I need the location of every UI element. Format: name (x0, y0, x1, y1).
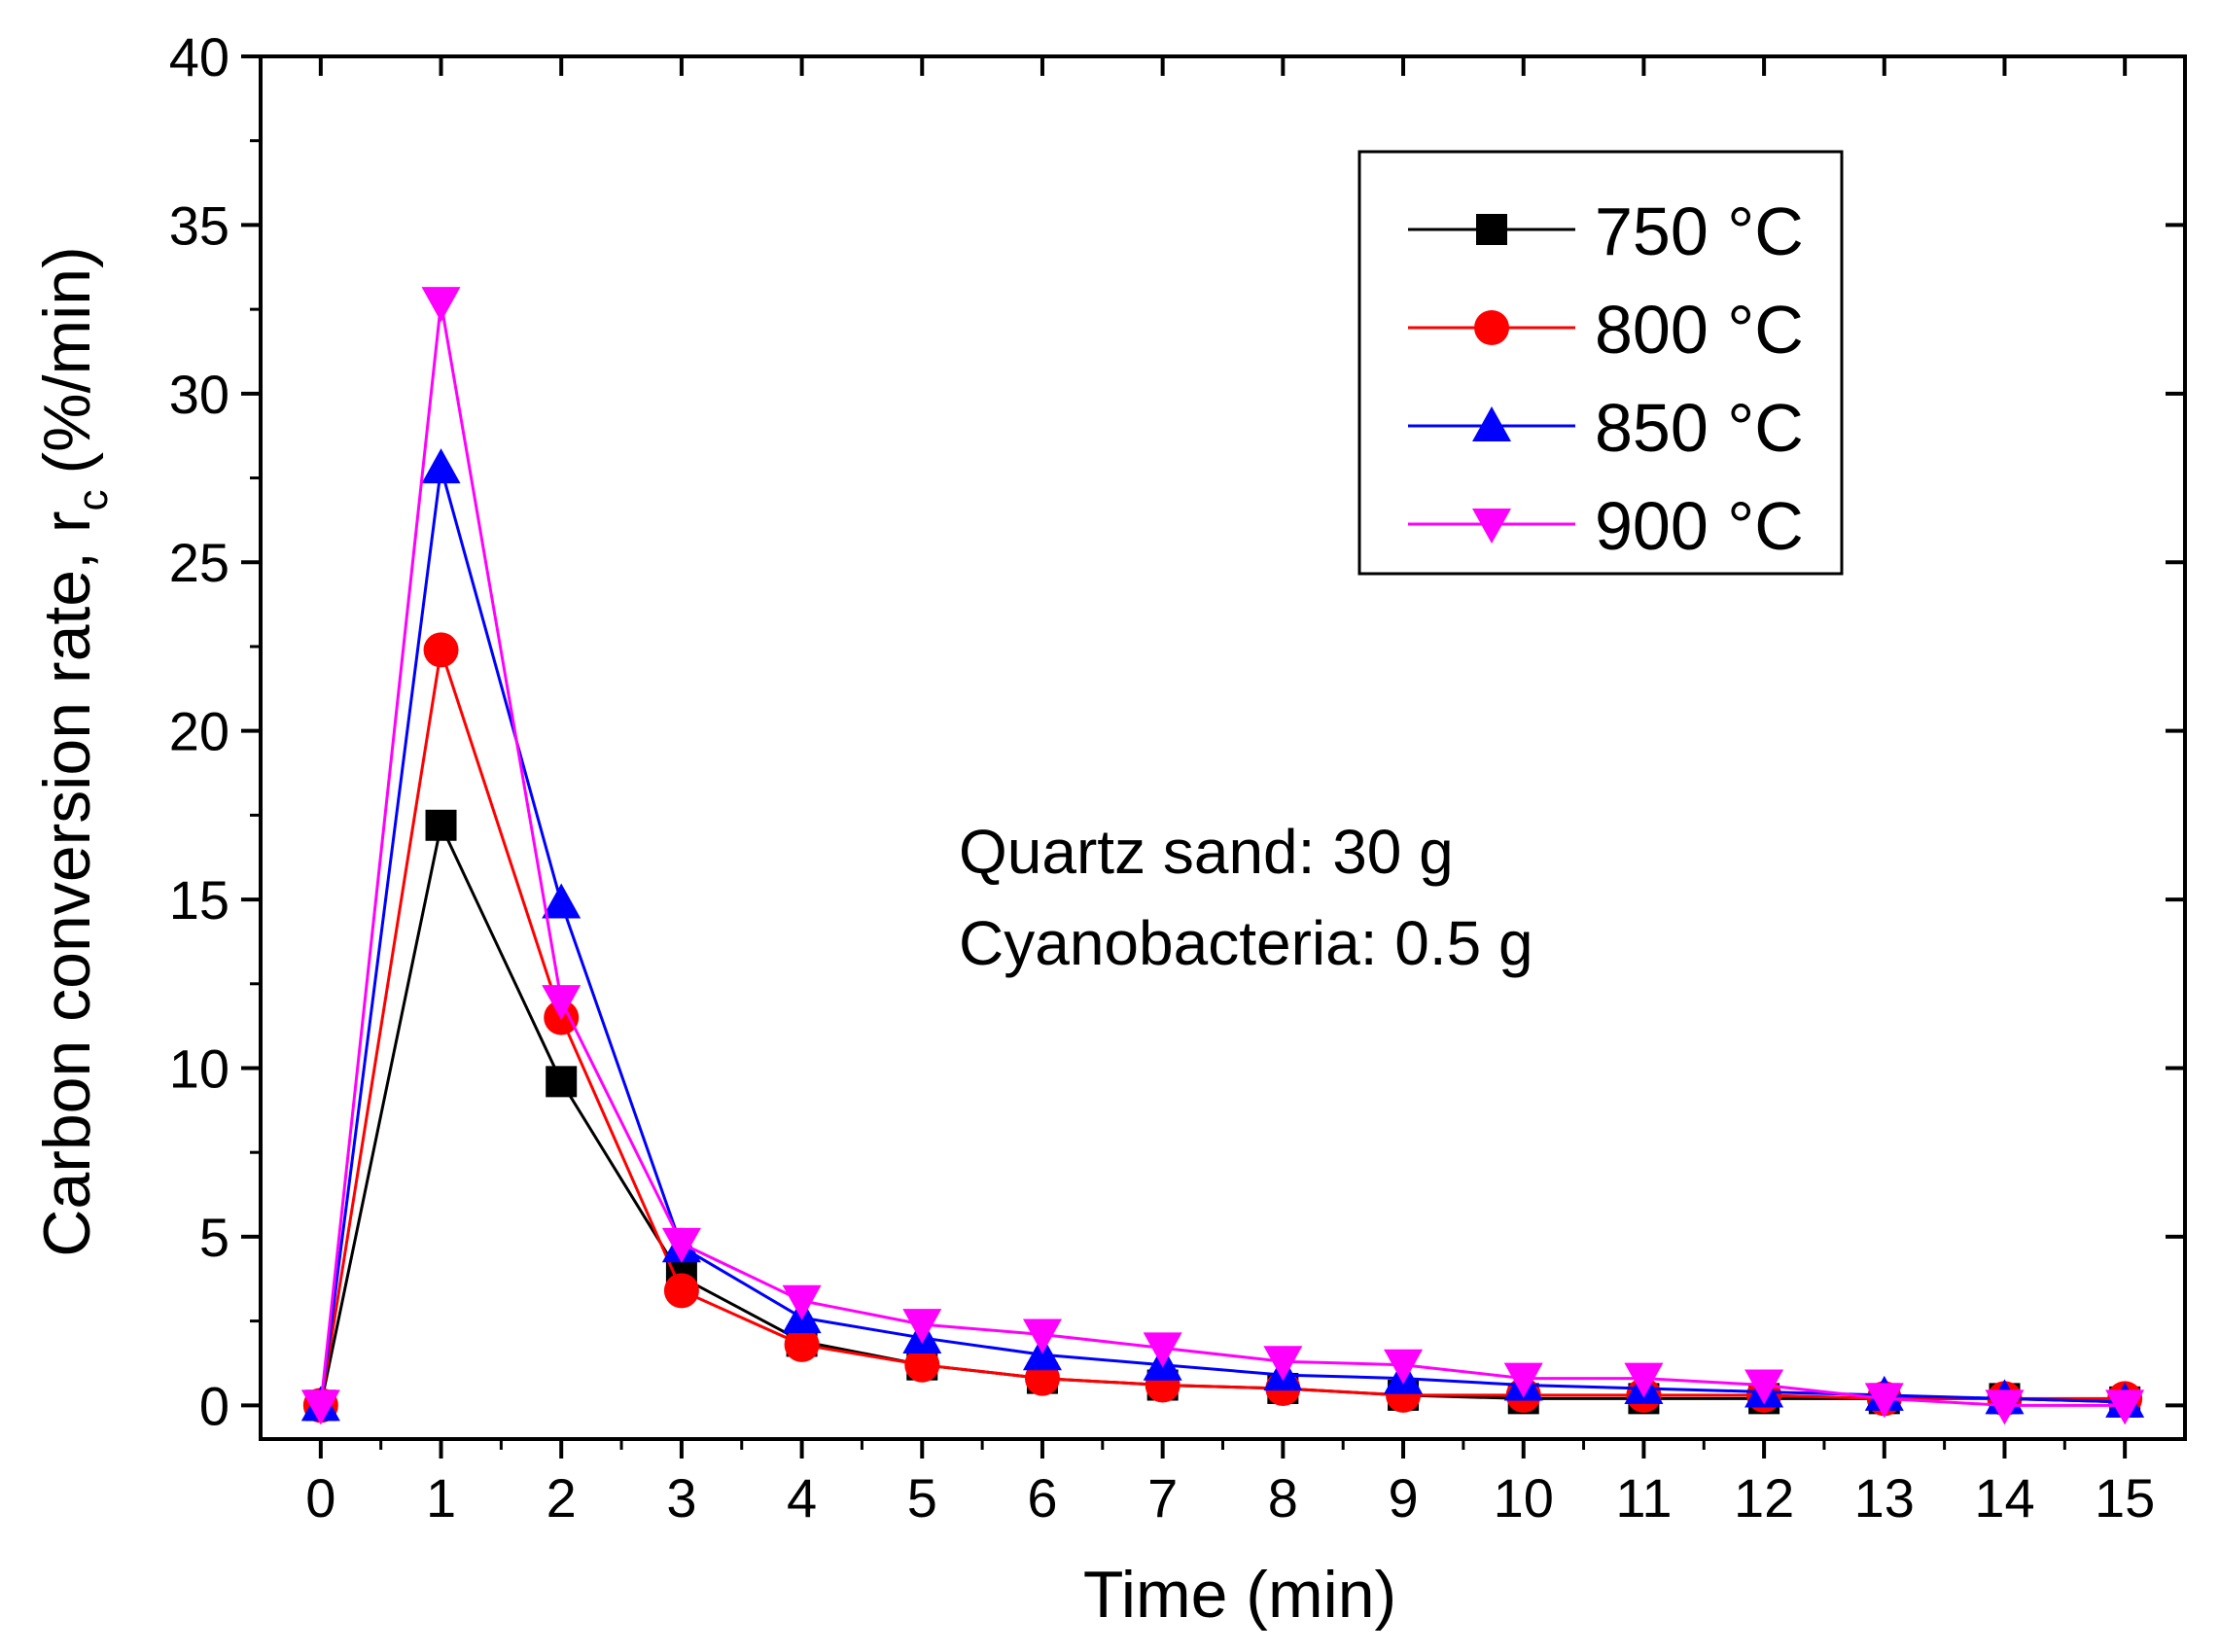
data-point (661, 1227, 701, 1263)
legend-label: 850 °C (1595, 390, 1804, 466)
data-point (1503, 1362, 1543, 1398)
y-axis-title-subscript: c (69, 489, 117, 510)
data-point (663, 1273, 699, 1309)
series-line (319, 301, 2126, 1407)
series-0 (304, 809, 2141, 1422)
x-tick-label: 8 (1268, 1467, 1298, 1529)
legend-item: 900 °C (1408, 488, 1804, 564)
x-tick-label: 0 (305, 1467, 335, 1529)
legend-label: 800 °C (1595, 292, 1804, 368)
data-point (542, 883, 581, 919)
data-point (421, 448, 461, 484)
y-tick-label: 0 (199, 1375, 229, 1436)
x-tick-label: 15 (2095, 1467, 2155, 1529)
legend: 750 °C 800 °C 850 °C 900 °C (1357, 150, 1844, 576)
legend-item: 750 °C (1408, 193, 1804, 269)
data-point (300, 1389, 340, 1425)
legend-item: 800 °C (1408, 292, 1804, 368)
y-axis-title: Carbon conversion rate, rc (%/min) (30, 246, 117, 1256)
data-point (546, 1066, 578, 1098)
x-tick-label: 10 (1494, 1467, 1554, 1529)
x-tick-label: 9 (1388, 1467, 1418, 1529)
legend-label: 900 °C (1595, 488, 1804, 564)
x-tick-label: 11 (1615, 1467, 1672, 1529)
x-tick-label: 2 (546, 1467, 577, 1529)
series-3 (300, 287, 2145, 1425)
data-point (1384, 1349, 1424, 1385)
x-tick-label: 7 (1147, 1467, 1178, 1529)
data-point (425, 809, 457, 841)
x-axis-title: Time (min) (1083, 1558, 1396, 1632)
legend-label: 750 °C (1595, 193, 1804, 269)
legend-marker (1476, 214, 1507, 245)
x-tick-label: 13 (1854, 1467, 1915, 1529)
legend-marker (1472, 509, 1511, 544)
x-tick-label: 6 (1027, 1467, 1057, 1529)
legend-item: 850 °C (1408, 390, 1804, 466)
y-tick-label: 15 (169, 869, 229, 931)
legend-marker (1472, 406, 1511, 441)
data-point (1143, 1332, 1182, 1368)
data-point (784, 1326, 820, 1362)
x-tick-label: 14 (1974, 1467, 2034, 1529)
y-tick-label: 40 (169, 26, 229, 88)
y-tick-label: 20 (169, 701, 229, 762)
x-tick-label: 12 (1734, 1467, 1794, 1529)
y-tick-label: 10 (169, 1037, 229, 1099)
data-point (1864, 1383, 1904, 1419)
series-line (319, 649, 2126, 1406)
data-point (542, 985, 581, 1021)
x-tick-label: 3 (666, 1467, 696, 1529)
y-tick-label: 25 (169, 532, 229, 593)
data-point (1022, 1318, 1062, 1354)
x-tick-label: 4 (787, 1467, 817, 1529)
data-point (904, 1347, 940, 1383)
data-point (782, 1284, 822, 1320)
y-tick-label: 35 (169, 194, 229, 256)
y-tick-label: 5 (199, 1207, 229, 1268)
x-tick-label: 1 (426, 1467, 456, 1529)
series-1 (302, 632, 2143, 1424)
y-axis-title-unit: (%/min) (30, 246, 104, 474)
data-point (1744, 1369, 1784, 1405)
data-point (1263, 1346, 1303, 1382)
legend-marker (1474, 310, 1509, 345)
data-point (421, 287, 461, 323)
y-tick-label: 30 (169, 364, 229, 425)
plot-frame (259, 54, 2187, 1441)
data-point (902, 1309, 942, 1345)
data-point (1624, 1362, 1664, 1398)
series-line (319, 467, 2126, 1406)
annotation-cyanobacteria: Cyanobacteria: 0.5 g (959, 908, 1533, 978)
x-tick-label: 5 (907, 1467, 937, 1529)
data-point (2105, 1389, 2145, 1425)
data-point (423, 632, 459, 668)
data-point (1985, 1389, 2025, 1425)
y-axis-title-main: Carbon conversion rate, r (30, 510, 104, 1256)
annotation-quartz-sand: Quartz sand: 30 g (959, 817, 1454, 887)
legend-box (1357, 150, 1844, 576)
